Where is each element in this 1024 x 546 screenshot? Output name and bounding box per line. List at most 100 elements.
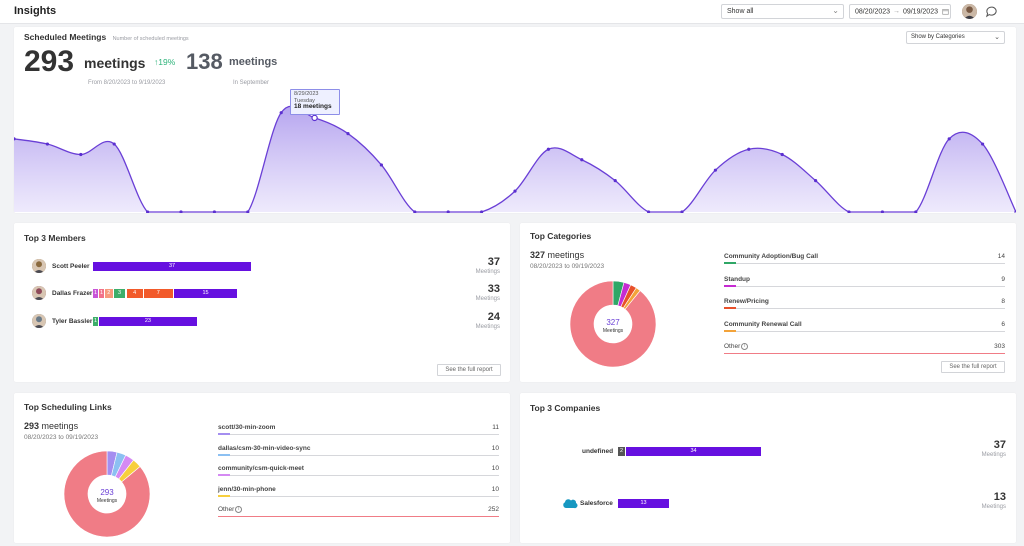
top-companies-card: Top 3 Companies undefined 2 34 37 Meetings Sa… bbox=[520, 393, 1016, 543]
bar-segment[interactable]: 1 bbox=[93, 317, 99, 326]
salesforce-logo-icon bbox=[562, 498, 578, 511]
data-point[interactable] bbox=[880, 210, 884, 213]
page-title: Insights bbox=[14, 5, 57, 17]
chevron-down-icon: ⌄ bbox=[994, 34, 1000, 41]
view-by-select[interactable]: Show by Categories ⌄ bbox=[906, 31, 1005, 44]
data-point[interactable] bbox=[981, 142, 985, 146]
bar-segment[interactable]: 13 bbox=[618, 499, 670, 508]
month-meetings-value: 138 bbox=[186, 49, 223, 74]
bar-segment[interactable]: 4 bbox=[126, 289, 144, 298]
legend-row-divider bbox=[218, 454, 499, 456]
info-icon[interactable]: i bbox=[741, 343, 749, 350]
data-point[interactable] bbox=[379, 163, 383, 167]
data-point[interactable] bbox=[212, 210, 216, 213]
bar-segment[interactable]: 2 bbox=[105, 289, 114, 298]
legend-item-value: 303 bbox=[994, 343, 1005, 350]
date-range-label: From 8/20/2023 to 9/19/2023 bbox=[88, 80, 166, 86]
data-point[interactable] bbox=[480, 210, 484, 213]
bar-segment[interactable]: 1 bbox=[93, 289, 99, 298]
legend-row-divider bbox=[724, 330, 1005, 332]
meetings-area-chart bbox=[14, 105, 1016, 213]
scheduled-meetings-card: Scheduled Meetings Number of scheduled m… bbox=[14, 27, 1016, 213]
legend-item-label: Other i bbox=[218, 506, 243, 513]
data-point[interactable] bbox=[914, 210, 918, 213]
members-full-report-button[interactable]: See the full report bbox=[437, 364, 501, 376]
donut-center bbox=[88, 475, 126, 513]
top-members-card: Top 3 Members Scott Peeler 37 37 Meetings Da… bbox=[14, 223, 510, 382]
data-point[interactable] bbox=[546, 147, 551, 151]
bar-segment[interactable]: 23 bbox=[99, 317, 198, 326]
member-total: 24 bbox=[487, 311, 500, 323]
legend-row-divider bbox=[724, 285, 1005, 287]
data-point[interactable] bbox=[947, 137, 951, 141]
bar-segment[interactable]: 1 bbox=[99, 289, 105, 298]
member-total-unit: Meetings bbox=[475, 269, 500, 275]
data-point[interactable] bbox=[346, 131, 350, 136]
company-total: 13 bbox=[993, 491, 1006, 503]
data-point[interactable] bbox=[713, 168, 718, 172]
data-point[interactable] bbox=[1014, 210, 1016, 213]
legend-item-value: 6 bbox=[1001, 320, 1005, 328]
date-range-picker[interactable]: 08/20/2023 → 09/19/2023 bbox=[849, 4, 951, 19]
bar-segment[interactable]: 34 bbox=[626, 447, 762, 456]
data-point[interactable] bbox=[311, 114, 318, 122]
data-point[interactable] bbox=[79, 152, 83, 157]
bar-segment[interactable]: 37 bbox=[93, 262, 253, 271]
categories-full-report-button[interactable]: See the full report bbox=[941, 361, 1005, 373]
tooltip-date: 8/29/2023 bbox=[294, 91, 319, 97]
data-point[interactable] bbox=[413, 210, 417, 213]
member-filter-select[interactable]: Show all ⌄ bbox=[721, 4, 844, 19]
legend-color-swatch bbox=[724, 284, 736, 287]
data-point[interactable] bbox=[814, 179, 818, 183]
area-fill bbox=[14, 106, 1016, 212]
data-point[interactable] bbox=[747, 147, 751, 151]
tooltip-value: 18 meetings bbox=[294, 103, 332, 110]
legend-color-swatch bbox=[218, 433, 230, 435]
legend-color-swatch bbox=[724, 329, 736, 332]
info-icon[interactable]: i bbox=[235, 506, 243, 513]
bar-segment[interactable]: 3 bbox=[113, 289, 127, 298]
member-avatar bbox=[32, 259, 46, 273]
data-point[interactable] bbox=[613, 179, 617, 183]
legend-item-label: Other i bbox=[724, 343, 749, 350]
bar-segment[interactable]: 2 bbox=[618, 447, 626, 456]
categories-total: 327 meetings bbox=[530, 250, 585, 260]
member-total-unit: Meetings bbox=[475, 324, 500, 330]
data-point[interactable] bbox=[179, 210, 183, 213]
user-avatar[interactable] bbox=[962, 4, 977, 19]
legend-item-value: 14 bbox=[997, 253, 1005, 260]
data-point[interactable] bbox=[647, 210, 651, 213]
donut-slice[interactable] bbox=[63, 450, 151, 538]
data-point[interactable] bbox=[45, 142, 49, 146]
member-total-unit: Meetings bbox=[475, 296, 500, 302]
bar-segment[interactable]: 7 bbox=[143, 289, 174, 298]
data-point[interactable] bbox=[279, 111, 283, 115]
legend-color-swatch bbox=[724, 307, 736, 309]
data-point[interactable] bbox=[680, 210, 684, 213]
legend-item-label: Community Adoption/Bug Call bbox=[724, 253, 818, 260]
legend-item-value: 252 bbox=[488, 506, 499, 513]
member-total: 33 bbox=[487, 283, 500, 295]
top-links-card: Top Scheduling Links 293 meetings 08/20/… bbox=[14, 393, 510, 543]
data-point[interactable] bbox=[780, 152, 784, 157]
data-point[interactable] bbox=[146, 210, 150, 213]
company-name: Salesforce bbox=[580, 500, 613, 507]
legend-row-divider bbox=[218, 495, 499, 497]
data-point[interactable] bbox=[446, 210, 450, 213]
legend-color-swatch bbox=[218, 453, 230, 456]
data-point[interactable] bbox=[580, 158, 584, 162]
data-point[interactable] bbox=[513, 189, 517, 193]
member-filter-value: Show all bbox=[727, 8, 754, 15]
chat-icon[interactable] bbox=[985, 5, 998, 18]
data-point[interactable] bbox=[14, 137, 16, 141]
legend-item-value: 10 bbox=[491, 444, 499, 452]
member-avatar bbox=[32, 286, 46, 300]
legend-item-value: 9 bbox=[1001, 275, 1005, 283]
bar-segment[interactable]: 15 bbox=[173, 289, 239, 298]
data-point[interactable] bbox=[847, 210, 851, 213]
data-point[interactable] bbox=[112, 142, 116, 146]
legend-item-label: dallas/csm-30-min-video-sync bbox=[218, 444, 311, 452]
legend-row-divider bbox=[218, 434, 499, 435]
data-point[interactable] bbox=[246, 210, 250, 213]
